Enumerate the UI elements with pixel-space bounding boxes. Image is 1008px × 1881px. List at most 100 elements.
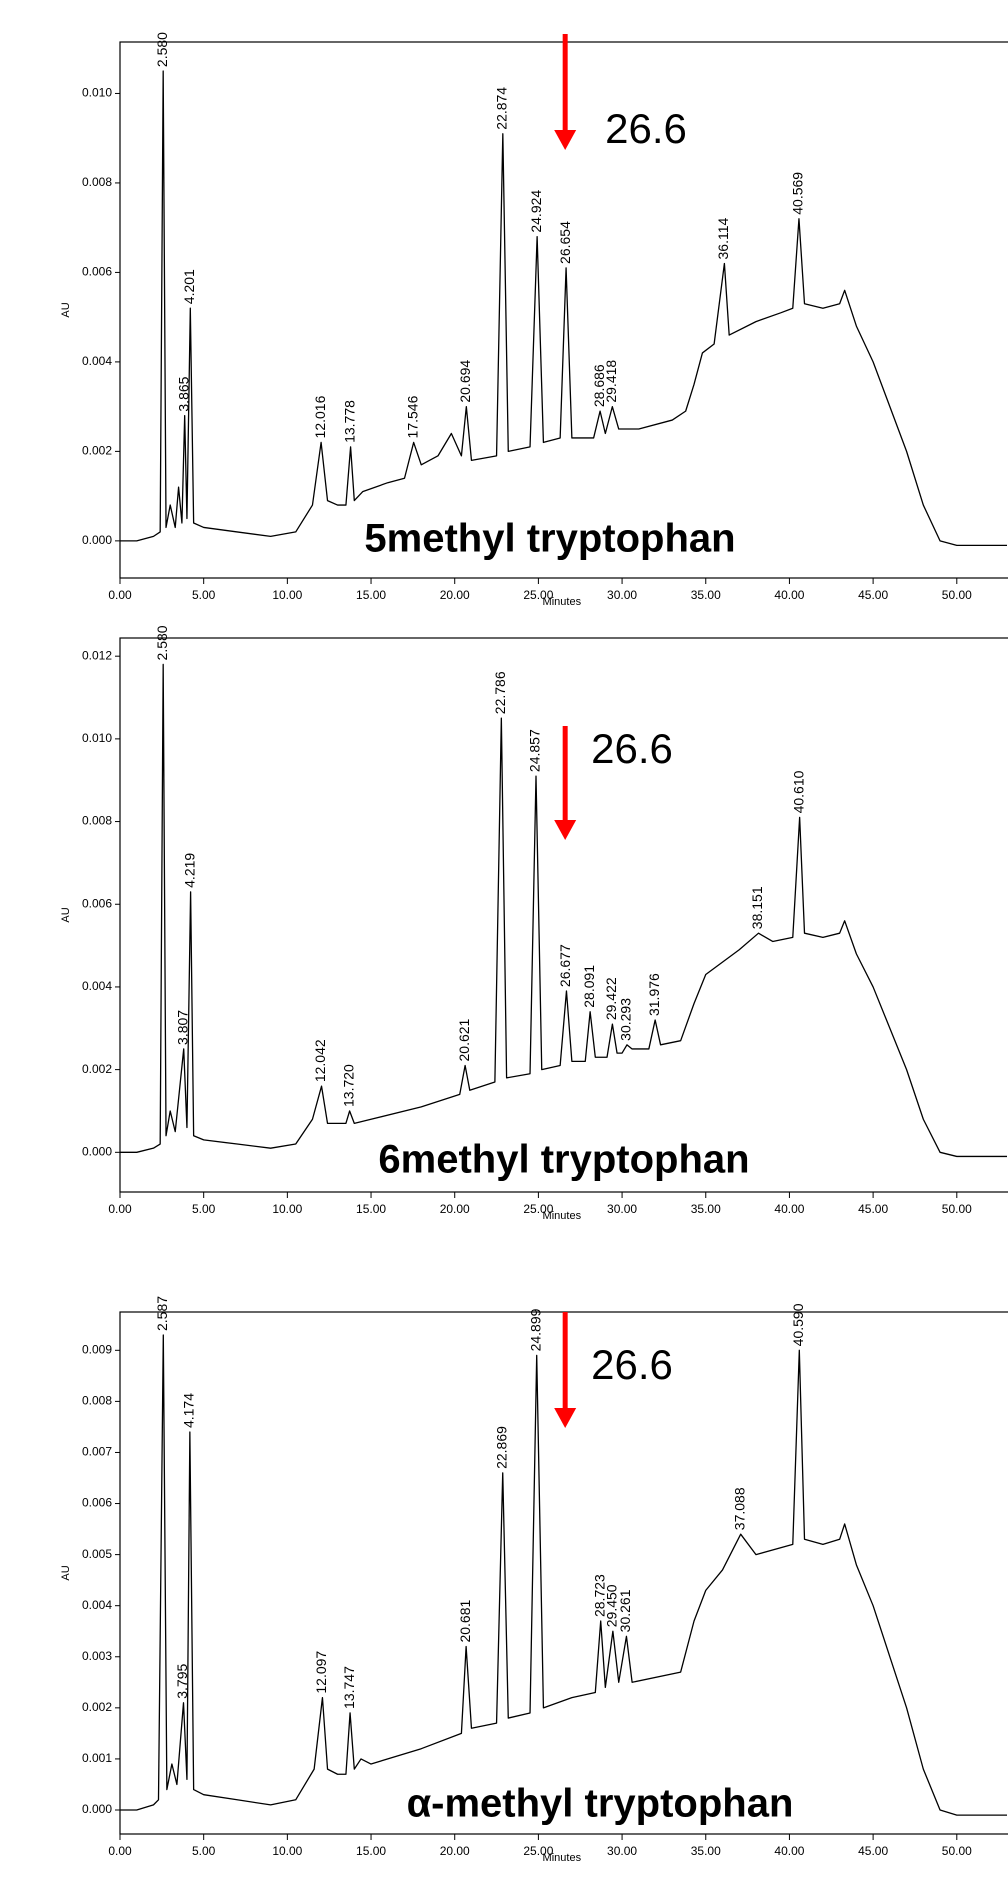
x-tick-label: 30.00 — [607, 1844, 637, 1858]
peak-label: 3.795 — [174, 1663, 190, 1698]
peak-label: 24.924 — [528, 190, 544, 233]
y-tick-label: 0.012 — [82, 648, 112, 662]
peak-label: 13.747 — [341, 1666, 357, 1709]
peak-label: 13.720 — [340, 1064, 356, 1107]
x-tick-label: 50.00 — [942, 1844, 972, 1858]
y-tick-label: 0.010 — [82, 86, 112, 100]
trace — [120, 663, 1007, 1158]
chart-title: 6methyl tryptophan — [378, 1138, 749, 1182]
y-tick-label: 0.006 — [82, 896, 112, 910]
peak-label: 17.546 — [404, 395, 420, 438]
peak-label: 12.042 — [312, 1039, 328, 1082]
x-tick-label: 10.00 — [272, 588, 302, 602]
x-tick-label: 20.00 — [440, 1202, 470, 1216]
x-tick-label: 25.00 — [523, 1844, 553, 1858]
x-tick-label: 40.00 — [774, 1844, 804, 1858]
peak-label: 29.418 — [603, 360, 619, 403]
peak-label: 22.874 — [494, 87, 510, 130]
peak-label: 30.261 — [617, 1589, 633, 1632]
y-tick-label: 0.006 — [82, 265, 112, 279]
peak-label: 29.422 — [603, 977, 619, 1020]
x-tick-label: 15.00 — [356, 1202, 386, 1216]
x-tick-label: 25.00 — [523, 588, 553, 602]
y-tick-label: 0.005 — [82, 1547, 112, 1561]
marker-arrowhead — [554, 820, 577, 840]
y-tick-label: 0.006 — [82, 1496, 112, 1510]
peak-label: 40.590 — [790, 1303, 806, 1346]
peak-label: 37.088 — [731, 1487, 747, 1530]
chart-title: α-methyl tryptophan — [407, 1782, 794, 1826]
peak-label: 20.694 — [457, 360, 473, 403]
y-tick-label: 0.004 — [82, 979, 112, 993]
trace — [120, 70, 1007, 546]
x-tick-label: 35.00 — [691, 588, 721, 602]
peak-label: 40.569 — [790, 172, 806, 215]
y-tick-label: 0.008 — [82, 1394, 112, 1408]
x-tick-label: 35.00 — [691, 1844, 721, 1858]
peak-label: 2.587 — [154, 1296, 170, 1331]
x-tick-label: 0.00 — [108, 1844, 132, 1858]
y-axis-label: AU — [60, 907, 72, 922]
peak-label: 26.677 — [557, 944, 573, 987]
peak-label: 2.580 — [154, 32, 170, 67]
x-tick-label: 50.00 — [942, 588, 972, 602]
y-tick-label: 0.009 — [82, 1342, 112, 1356]
peak-label: 24.857 — [527, 729, 543, 772]
y-tick-label: 0.002 — [82, 1700, 112, 1714]
marker-label: 26.6 — [591, 1341, 673, 1388]
x-axis-label: Minutes — [543, 1210, 582, 1222]
y-axis-label: AU — [60, 1565, 72, 1580]
y-tick-label: 0.007 — [82, 1445, 112, 1459]
y-tick-label: 0.001 — [82, 1751, 112, 1765]
peak-label: 4.174 — [181, 1393, 197, 1428]
x-tick-label: 40.00 — [774, 588, 804, 602]
chart-title: 5methyl tryptophan — [364, 517, 735, 561]
x-tick-label: 15.00 — [356, 1844, 386, 1858]
peak-label: 30.293 — [618, 998, 634, 1041]
x-tick-label: 15.00 — [356, 588, 386, 602]
y-tick-label: 0.002 — [82, 1062, 112, 1076]
x-tick-label: 45.00 — [858, 1844, 888, 1858]
peak-label: 22.869 — [493, 1426, 509, 1469]
x-tick-label: 50.00 — [942, 1202, 972, 1216]
marker-arrowhead — [554, 130, 577, 150]
x-tick-label: 10.00 — [272, 1202, 302, 1216]
peak-label: 31.976 — [646, 973, 662, 1016]
x-tick-label: 5.00 — [192, 1844, 216, 1858]
peak-label: 40.610 — [790, 770, 806, 813]
y-tick-label: 0.000 — [82, 1144, 112, 1158]
y-tick-label: 0.008 — [82, 814, 112, 828]
marker-arrowhead — [554, 1408, 577, 1428]
y-tick-label: 0.008 — [82, 175, 112, 189]
marker-label: 26.6 — [591, 725, 673, 772]
peak-label: 29.450 — [604, 1584, 620, 1627]
x-tick-label: 45.00 — [858, 588, 888, 602]
x-tick-label: 30.00 — [607, 1202, 637, 1216]
y-tick-label: 0.003 — [82, 1649, 112, 1663]
trace — [120, 1334, 1007, 1816]
peak-label: 28.091 — [581, 965, 597, 1008]
x-tick-label: 30.00 — [607, 588, 637, 602]
x-tick-label: 40.00 — [774, 1202, 804, 1216]
y-tick-label: 0.004 — [82, 354, 112, 368]
x-tick-label: 20.00 — [440, 588, 470, 602]
peak-label: 4.201 — [181, 269, 197, 304]
x-tick-label: 45.00 — [858, 1202, 888, 1216]
peak-label: 26.654 — [557, 221, 573, 264]
peak-label: 2.580 — [154, 625, 170, 660]
y-tick-label: 0.000 — [82, 1802, 112, 1816]
y-tick-label: 0.002 — [82, 444, 112, 458]
x-tick-label: 5.00 — [192, 1202, 216, 1216]
peak-label: 12.097 — [313, 1651, 329, 1694]
peak-label: 28.723 — [591, 1574, 607, 1617]
x-tick-label: 0.00 — [108, 588, 132, 602]
x-tick-label: 25.00 — [523, 1202, 553, 1216]
x-tick-label: 10.00 — [272, 1844, 302, 1858]
x-axis-label: Minutes — [543, 596, 582, 608]
y-tick-label: 0.010 — [82, 731, 112, 745]
y-tick-label: 0.004 — [82, 1598, 112, 1612]
y-tick-label: 0.000 — [82, 533, 112, 547]
peak-label: 20.681 — [457, 1600, 473, 1643]
peak-label: 28.686 — [591, 364, 607, 407]
